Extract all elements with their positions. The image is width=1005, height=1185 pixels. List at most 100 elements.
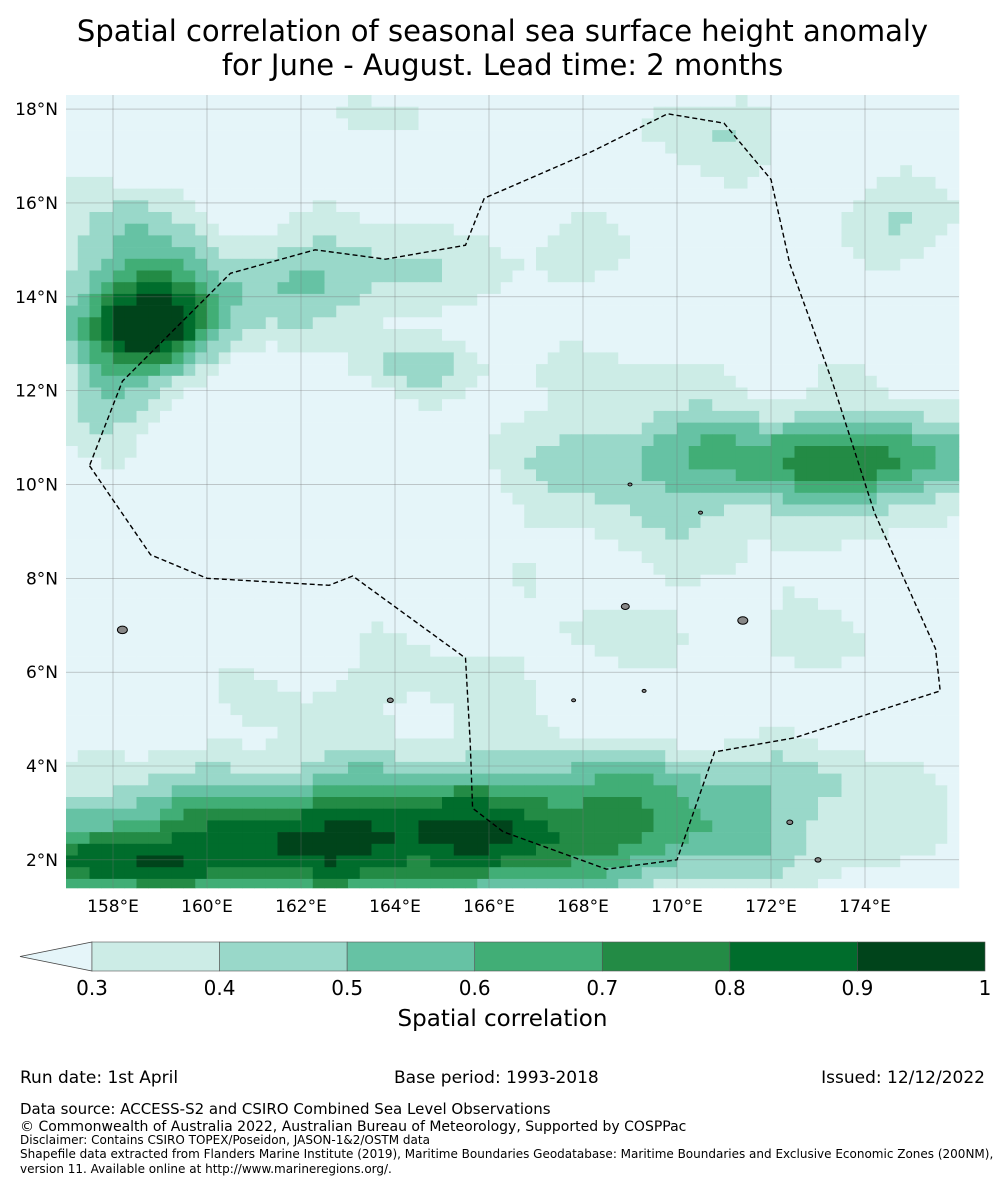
- field-cell: [547, 188, 560, 201]
- field-cell: [771, 504, 784, 517]
- field-cell: [489, 574, 502, 587]
- field-cell: [160, 586, 173, 599]
- field-cell: [677, 726, 690, 739]
- field-cell: [359, 703, 372, 716]
- field-cell: [453, 843, 466, 856]
- field-cell: [359, 726, 372, 739]
- field-cell: [665, 797, 678, 809]
- field-cell: [336, 212, 349, 224]
- field-cell: [512, 527, 525, 540]
- field-cell: [724, 586, 737, 599]
- field-cell: [148, 457, 161, 470]
- field-cell: [289, 516, 302, 529]
- field-cell: [113, 375, 126, 388]
- field-cell: [935, 223, 948, 236]
- field-cell: [818, 598, 831, 611]
- field-cell: [630, 446, 643, 458]
- field-cell: [301, 212, 314, 224]
- field-cell: [66, 329, 79, 341]
- field-cell: [712, 282, 725, 295]
- field-cell: [594, 773, 607, 786]
- field-cell: [794, 95, 807, 107]
- field-cell: [771, 726, 784, 739]
- field-cell: [442, 282, 455, 295]
- field-cell: [735, 457, 748, 470]
- field-cell: [829, 656, 842, 669]
- field-cell: [641, 387, 654, 400]
- field-cell: [818, 270, 831, 283]
- field-cell: [712, 551, 725, 564]
- field-cell: [183, 715, 196, 728]
- field-cell: [900, 399, 913, 412]
- field-cell: [89, 691, 102, 704]
- field-cell: [183, 130, 196, 143]
- field-cell: [829, 446, 842, 458]
- field-cell: [771, 668, 784, 681]
- field-cell: [195, 574, 208, 587]
- field-cell: [630, 375, 643, 388]
- field-cell: [677, 434, 690, 447]
- field-cell: [430, 832, 443, 845]
- field-cell: [489, 457, 502, 470]
- field-cell: [336, 563, 349, 575]
- field-cell: [171, 364, 184, 377]
- field-cell: [171, 668, 184, 681]
- field-cell: [759, 153, 772, 166]
- field-cell: [524, 364, 537, 377]
- field-cell: [277, 598, 290, 611]
- field-cell: [912, 387, 925, 400]
- field-cell: [418, 270, 431, 283]
- field-cell: [559, 761, 572, 774]
- field-cell: [277, 761, 290, 774]
- field-cell: [277, 808, 290, 821]
- field-cell: [277, 726, 290, 739]
- field-cell: [336, 176, 349, 189]
- field-cell: [583, 293, 596, 306]
- field-cell: [818, 808, 831, 821]
- field-cell: [829, 340, 842, 353]
- field-cell: [876, 223, 889, 236]
- field-cell: [618, 843, 631, 856]
- field-cell: [853, 329, 866, 341]
- field-cell: [254, 609, 267, 622]
- field-cell: [524, 446, 537, 458]
- field-cell: [853, 282, 866, 295]
- field-cell: [935, 200, 948, 213]
- field-cell: [254, 481, 267, 494]
- field-cell: [865, 141, 878, 154]
- field-cell: [818, 574, 831, 587]
- field-cell: [759, 130, 772, 143]
- field-cell: [700, 516, 713, 529]
- field-cell: [853, 797, 866, 809]
- field-cell: [947, 715, 960, 728]
- field-cell: [442, 422, 455, 435]
- field-cell: [465, 247, 478, 260]
- field-cell: [735, 469, 748, 482]
- field-cell: [524, 118, 537, 131]
- field-cell: [301, 282, 314, 295]
- field-cell: [841, 621, 854, 634]
- field-cell: [489, 609, 502, 622]
- field-cell: [759, 761, 772, 774]
- field-cell: [453, 165, 466, 178]
- field-cell: [148, 633, 161, 646]
- field-cell: [324, 317, 337, 330]
- field-cell: [124, 270, 137, 283]
- field-cell: [677, 247, 690, 260]
- field-cell: [888, 293, 901, 306]
- field-cell: [536, 797, 549, 809]
- field-cell: [265, 598, 278, 611]
- field-cell: [747, 492, 760, 505]
- field-cell: [242, 270, 255, 283]
- field-cell: [935, 399, 948, 412]
- field-cell: [888, 235, 901, 248]
- field-cell: [536, 223, 549, 236]
- field-cell: [583, 492, 596, 505]
- field-cell: [136, 118, 149, 131]
- field-cell: [900, 691, 913, 704]
- field-cell: [160, 750, 173, 763]
- field-cell: [336, 750, 349, 763]
- field-cell: [947, 680, 960, 692]
- field-cell: [207, 703, 220, 716]
- field-cell: [665, 539, 678, 552]
